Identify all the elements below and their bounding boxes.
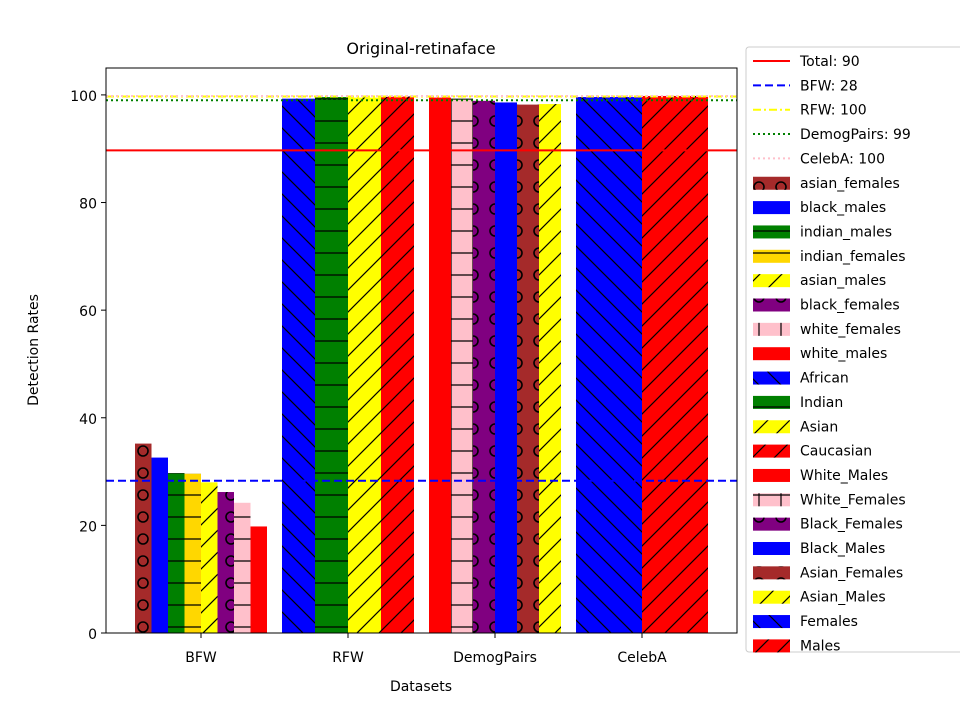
legend-swatch-hatch-white-females — [753, 322, 790, 336]
legend-label-asian-males: asian_males — [800, 273, 886, 289]
reference-lines — [106, 94, 737, 482]
legend-swatch-black-males — [753, 201, 790, 215]
legend-label-indian-males: indian_males — [800, 224, 892, 240]
legend-label-black-males: black_males — [800, 200, 886, 216]
bar-hatch-bfw-black-females — [217, 492, 234, 633]
y-tick-label-20: 20 — [79, 519, 97, 535]
legend-label-males: Males — [800, 638, 840, 654]
legend-swatch-hatch-black-females — [753, 517, 790, 531]
bar-demogpairs-black-males — [495, 102, 517, 633]
legend-label-black-females: Black_Females — [800, 517, 903, 533]
bar-hatch-demogpairs-white-females — [451, 98, 473, 633]
bar-bfw-black-males — [151, 457, 168, 633]
plot-frame — [105, 67, 738, 634]
legend-swatch-black-males — [753, 542, 790, 555]
legend-label-black-females: black_females — [800, 298, 900, 314]
legend-label-asian-females: Asian_Females — [800, 565, 903, 581]
bar-hatch-bfw-asian-females — [135, 443, 152, 633]
bar-hatch-demogpairs-black-females — [473, 100, 495, 634]
legend-label-asian: Asian — [800, 419, 838, 435]
legend-swatch-hatch-indian — [753, 395, 790, 409]
legend-swatch-hatch-indian-females — [753, 249, 790, 263]
legend-label-demogpairs: DemogPairs: 99 — [800, 127, 911, 143]
legend-label-celeba: CelebA: 100 — [800, 151, 885, 167]
y-tick-label-40: 40 — [79, 412, 97, 428]
chart-title: Original-retinaface — [346, 39, 495, 58]
legend-label-rfw: RFW: 100 — [800, 103, 867, 119]
legend-label-indian: Indian — [800, 395, 843, 411]
legend-swatch-hatch-white-females — [753, 493, 790, 507]
legend-label-white-females: White_Females — [800, 492, 906, 508]
bar-bfw-white-males — [250, 526, 267, 633]
legend-label-total: Total: 90 — [799, 54, 860, 70]
x-tick-label-demogpairs: DemogPairs — [453, 650, 537, 666]
bar-hatch-celeba-males — [642, 95, 708, 633]
legend-swatch-white-males — [753, 468, 790, 482]
legend-frame — [745, 46, 960, 653]
bar-hatch-rfw-caucasian — [381, 96, 414, 634]
legend-label-caucasian: Caucasian — [800, 444, 872, 460]
bar-hatch-celeba-females — [576, 97, 642, 634]
bars — [135, 95, 708, 634]
bar-demogpairs-white-males — [429, 97, 451, 634]
x-tick-label-bfw: BFW — [185, 650, 217, 666]
legend-swatch-hatch-caucasian — [753, 444, 790, 458]
legend-swatch-hatch-african — [753, 371, 790, 385]
legend-swatch-hatch-indian-males — [753, 225, 790, 239]
legend-label-african: African — [800, 371, 849, 387]
y-tick-label-100: 100 — [70, 89, 97, 105]
bar-hatch-rfw-asian — [348, 97, 381, 634]
axes: 0 20 40 60 80 100 BFW RFW DemogPairs CelebA — [70, 89, 667, 666]
y-axis-label: Detection Rates — [26, 294, 42, 406]
legend-swatch-hatch-asian-females — [753, 176, 790, 190]
y-tick-label-0: 0 — [88, 627, 97, 643]
bar-hatch-demogpairs-asian-males — [539, 104, 561, 634]
legend-swatch-hatch-females — [753, 615, 790, 629]
legend-label-white-males: white_males — [800, 346, 887, 362]
legend-swatch-hatch-asian-females — [753, 566, 790, 580]
y-tick-label-60: 60 — [79, 304, 97, 320]
x-tick-label-celeba: CelebA — [617, 650, 667, 666]
legend-swatch-hatch-black-females — [753, 298, 790, 312]
bar-hatch-bfw-white-females — [234, 502, 251, 633]
legend-label-indian-females: indian_females — [800, 249, 906, 265]
bar-hatch-rfw-african — [282, 98, 315, 633]
legend-label-asian-males: Asian_Males — [800, 590, 886, 606]
bar-hatch-bfw-indian-males — [168, 473, 185, 633]
legend-label-asian-females: asian_females — [800, 176, 900, 192]
y-tick-label-80: 80 — [79, 197, 97, 213]
legend-label-black-males: Black_Males — [800, 541, 885, 557]
legend-swatch-hatch-asian-males — [753, 590, 790, 604]
legend-swatch-white-males — [753, 347, 790, 361]
legend-label-bfw: BFW: 28 — [800, 78, 858, 94]
x-tick-label-rfw: RFW — [332, 650, 364, 666]
legend-swatch-hatch-males — [753, 639, 790, 653]
bar-hatch-bfw-indian-females — [184, 473, 201, 633]
legend-swatch-hatch-asian-males — [753, 274, 790, 288]
legend-label-females: Females — [800, 614, 858, 630]
x-axis-label: Datasets — [390, 679, 452, 695]
legend-label-white-males: White_Males — [800, 468, 888, 484]
legend-label-white-females: white_females — [800, 322, 901, 338]
legend: Total: 90 BFW: 28 RFW: 100 DemogPairs: 99 Ce… — [745, 46, 960, 654]
bar-hatch-bfw-asian-males — [201, 482, 218, 633]
bar-hatch-demogpairs-asian-females — [517, 104, 539, 634]
bar-hatch-rfw-indian — [315, 97, 348, 634]
legend-swatch-hatch-asian — [753, 420, 790, 434]
